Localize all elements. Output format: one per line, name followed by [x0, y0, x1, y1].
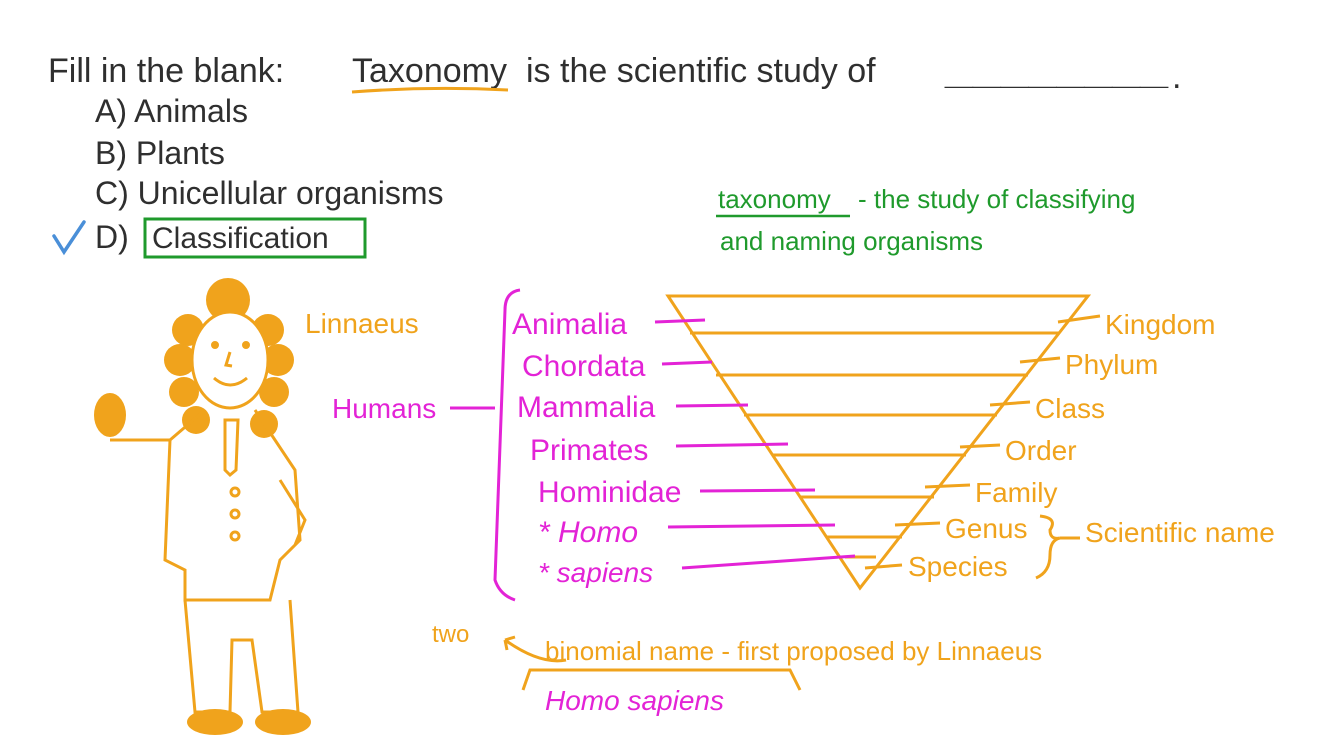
binomial-text: binomial name - first proposed by Linnae…	[545, 636, 1042, 666]
classification-mammalia: Mammalia	[517, 391, 656, 424]
linnaeus-figure	[94, 278, 311, 735]
rank-genus: Genus	[945, 513, 1028, 544]
classification-animalia: Animalia	[512, 308, 627, 341]
question-term: Taxonomy	[352, 52, 507, 90]
option-a: A) Animals	[95, 93, 248, 129]
two-label: two	[432, 621, 469, 648]
binomial-example: Homo sapiens	[545, 685, 724, 716]
option-d-answer: Classification	[152, 222, 329, 255]
classification-hominidae: Hominidae	[538, 476, 681, 509]
humans-label: Humans	[332, 393, 436, 424]
rank-family: Family	[975, 477, 1057, 508]
linnaeus-label: Linnaeus	[305, 308, 419, 339]
classification-primates: Primates	[530, 434, 648, 467]
question-rest: is the scientific study of	[526, 52, 876, 90]
answer-blank: ________	[944, 54, 1170, 92]
rank-class: Class	[1035, 393, 1105, 424]
human-bracket	[450, 288, 856, 602]
term-underline	[351, 86, 509, 94]
question-prefix: Fill in the blank:	[48, 52, 284, 90]
scientific-name-label: Scientific name	[1085, 517, 1275, 548]
option-c: C) Unicellular organisms	[95, 175, 444, 211]
check-icon	[52, 220, 86, 256]
definition-line1: - the study of classifying	[858, 184, 1135, 214]
rank-kingdom: Kingdom	[1105, 309, 1216, 340]
classification-homo: * Homo	[538, 516, 638, 549]
rank-species: Species	[908, 551, 1008, 582]
option-b: B) Plants	[95, 135, 225, 171]
option-d: D)	[95, 219, 129, 255]
rank-order: Order	[1005, 435, 1077, 466]
definition-line2: and naming organisms	[720, 226, 983, 256]
answer-box	[143, 217, 367, 259]
definition-term: taxonomy	[718, 184, 831, 214]
classification-chordata: Chordata	[522, 350, 646, 383]
question-period: .	[1172, 58, 1181, 96]
classification-sapiens: * sapiens	[538, 557, 653, 588]
rank-phylum: Phylum	[1065, 349, 1158, 380]
taxonomy-pyramid	[503, 294, 1101, 691]
